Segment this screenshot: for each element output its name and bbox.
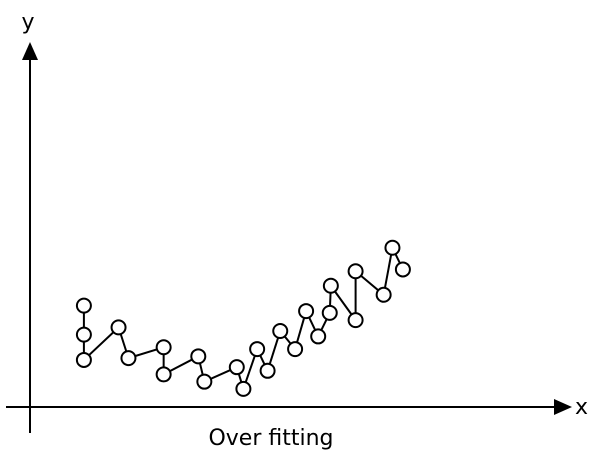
data-point — [75, 326, 92, 343]
data-point — [75, 297, 92, 314]
data-point — [310, 328, 327, 345]
x-axis-label: x — [575, 395, 588, 420]
data-point — [249, 341, 266, 358]
data-point — [259, 362, 276, 379]
data-point — [120, 350, 137, 367]
y-axis-arrowhead — [22, 42, 38, 60]
data-point — [394, 261, 411, 278]
data-point — [235, 380, 252, 397]
data-point — [155, 339, 172, 356]
data-point — [321, 304, 338, 321]
data-point — [347, 312, 364, 329]
y-axis-label: y — [21, 10, 34, 35]
data-point — [75, 351, 92, 368]
data-point — [228, 359, 245, 376]
x-axis-arrowhead — [554, 399, 572, 415]
data-point — [155, 366, 172, 383]
data-point — [110, 319, 127, 336]
data-point — [272, 322, 289, 339]
data-point — [322, 277, 339, 294]
data-point — [375, 286, 392, 303]
data-points — [75, 239, 411, 397]
data-point — [190, 348, 207, 365]
data-point — [196, 373, 213, 390]
diagram-caption: Over fitting — [208, 426, 333, 451]
data-point — [347, 263, 364, 280]
data-point — [298, 303, 315, 320]
data-point — [287, 341, 304, 358]
data-point — [384, 239, 401, 256]
